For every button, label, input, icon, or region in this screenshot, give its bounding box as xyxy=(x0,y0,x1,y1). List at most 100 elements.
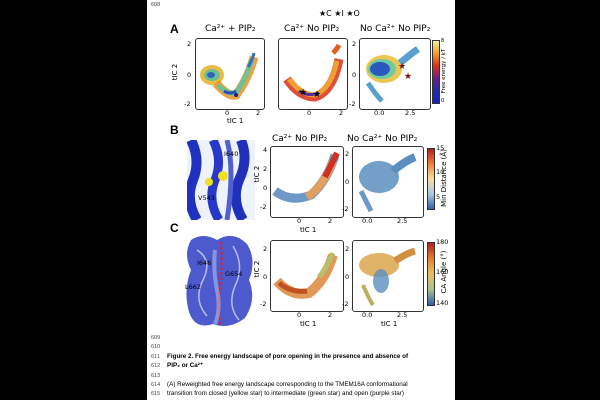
tick: 0 xyxy=(297,311,302,319)
tick: 0 xyxy=(263,273,268,281)
panel-a-label: A xyxy=(170,22,179,36)
tick: 0 xyxy=(345,178,350,186)
free-energy-colorbar-label: Free energy / kT xyxy=(441,48,447,94)
tick: 180 xyxy=(436,238,449,246)
min-distance-scatter-1 xyxy=(272,151,340,203)
line-number: 609 xyxy=(151,335,161,341)
line-number: 614 xyxy=(151,382,161,388)
tick: 0 xyxy=(263,184,268,192)
free-energy-map-3: ★ ★ xyxy=(365,46,420,103)
svg-text:★: ★ xyxy=(299,88,307,98)
panel-c-plot-2 xyxy=(352,240,424,312)
tick: 0 xyxy=(187,71,192,79)
min-distance-colorbar-label: Min Distance (Å) xyxy=(440,149,448,207)
tick: -2 xyxy=(260,203,267,211)
free-energy-map-2: ★ ★ xyxy=(283,43,344,102)
tick: 2.5 xyxy=(397,311,408,319)
svg-text:★: ★ xyxy=(404,72,412,82)
tick: 2 xyxy=(328,311,333,319)
tick: 2 xyxy=(187,40,192,48)
residue-label-g654: G654 xyxy=(225,270,243,278)
tick: 0.0 xyxy=(362,311,373,319)
panel-c-xlabel-1: tIC 1 xyxy=(300,320,317,328)
figure-caption-title-cont: PIP₂ or Ca²⁺ xyxy=(167,362,204,369)
panel-a-plot-1 xyxy=(195,38,265,110)
tick: 0 xyxy=(307,109,312,117)
tick: 2 xyxy=(345,150,350,158)
panel-a-title-2: Ca²⁺ No PIP₂ xyxy=(284,24,340,34)
figure-caption-body: (A) Reweighted free energy landscape cor… xyxy=(167,381,408,388)
line-number: 613 xyxy=(151,373,161,379)
panel-b-title-1: Ca²⁺ No PIP₂ xyxy=(272,134,328,144)
tick: 15 xyxy=(436,144,445,152)
panel-a-plot-3: ★ ★ xyxy=(359,38,431,110)
panel-b-structure xyxy=(187,140,255,220)
tick: 0 xyxy=(297,217,302,225)
tick: 4 xyxy=(263,146,268,154)
line-number: 612 xyxy=(151,363,161,369)
tick: 2 xyxy=(328,217,333,225)
panel-b-ylabel: tIC 2 xyxy=(253,165,261,183)
line-number: 611 xyxy=(151,354,160,360)
panel-c-xlabel-2: tIC 1 xyxy=(381,320,398,328)
residue-label-i646: I646 xyxy=(197,259,212,267)
tick: 2.5 xyxy=(405,109,416,117)
panel-c-ylabel: tIC 2 xyxy=(253,260,261,278)
panel-a-ylabel: tIC 2 xyxy=(171,63,179,81)
tick: 0 xyxy=(352,71,357,79)
line-number: 610 xyxy=(151,344,161,350)
residue-label-l662: L662 xyxy=(185,283,202,291)
tick: -2 xyxy=(184,100,191,108)
min-distance-scatter-2 xyxy=(358,153,417,213)
svg-text:★: ★ xyxy=(313,90,321,100)
tick: 0.0 xyxy=(374,109,385,117)
panel-b-xlabel-1: tIC 1 xyxy=(300,226,317,234)
ca-angle-colorbar-label: CA Angle (°) xyxy=(440,250,448,294)
tick: 2 xyxy=(263,245,268,253)
tick: 0 xyxy=(225,109,230,117)
panel-a-xlabel-1: tIC 1 xyxy=(227,117,244,125)
tick: -2 xyxy=(342,205,349,213)
panel-c-label: C xyxy=(170,221,179,235)
panel-b-label: B xyxy=(170,123,179,137)
tick: 140 xyxy=(436,299,449,307)
tick: -2 xyxy=(342,300,349,308)
tick: -2 xyxy=(349,100,356,108)
state-star-legend: ★C ★I ★O xyxy=(319,9,360,18)
tick: 2.5 xyxy=(397,217,408,225)
panel-a-plot-2: ★ ★ xyxy=(278,38,348,110)
tick: -2 xyxy=(260,300,267,308)
free-energy-map-1 xyxy=(200,52,259,100)
panel-b-title-2: No Ca²⁺ No PIP₂ xyxy=(347,134,418,144)
protein-helix-image xyxy=(187,140,255,220)
tick: 2 xyxy=(263,165,268,173)
tick: 2 xyxy=(345,245,350,253)
panel-c-structure xyxy=(183,230,259,332)
svg-text:★: ★ xyxy=(398,62,406,72)
tick: 5 xyxy=(436,193,441,201)
protein-structure-image xyxy=(183,230,259,332)
tick: 2 xyxy=(352,40,357,48)
panel-b-plot-1 xyxy=(270,146,344,218)
tick: 8 xyxy=(441,38,445,44)
tick: 0 xyxy=(441,98,445,104)
tick: 2 xyxy=(256,109,261,117)
residue-label-i640: I640 xyxy=(224,150,239,158)
min-distance-colorbar xyxy=(427,148,435,210)
figure-caption-title: Figure 2. Free energy landscape of pore … xyxy=(167,353,409,360)
ca-angle-colorbar xyxy=(427,242,435,306)
ca-angle-scatter-2 xyxy=(359,247,416,307)
tick: 2 xyxy=(339,109,344,117)
tick: 160 xyxy=(436,268,449,276)
tick: 10 xyxy=(436,168,445,176)
figure-caption-body-cont: transition from closed (yellow star) to … xyxy=(167,390,404,397)
free-energy-colorbar xyxy=(432,40,440,104)
document-page: 608 609 610 611 612 613 614 615 ★C ★I ★O… xyxy=(147,0,455,400)
panel-a-title-3: No Ca²⁺ No PIP₂ xyxy=(360,24,431,34)
residue-label-v543: V543 xyxy=(198,194,215,202)
tick: 0.0 xyxy=(362,217,373,225)
tick: 0 xyxy=(345,273,350,281)
page-number: 608 xyxy=(151,2,161,8)
panel-c-plot-1 xyxy=(270,240,344,312)
line-number: 615 xyxy=(151,391,161,397)
